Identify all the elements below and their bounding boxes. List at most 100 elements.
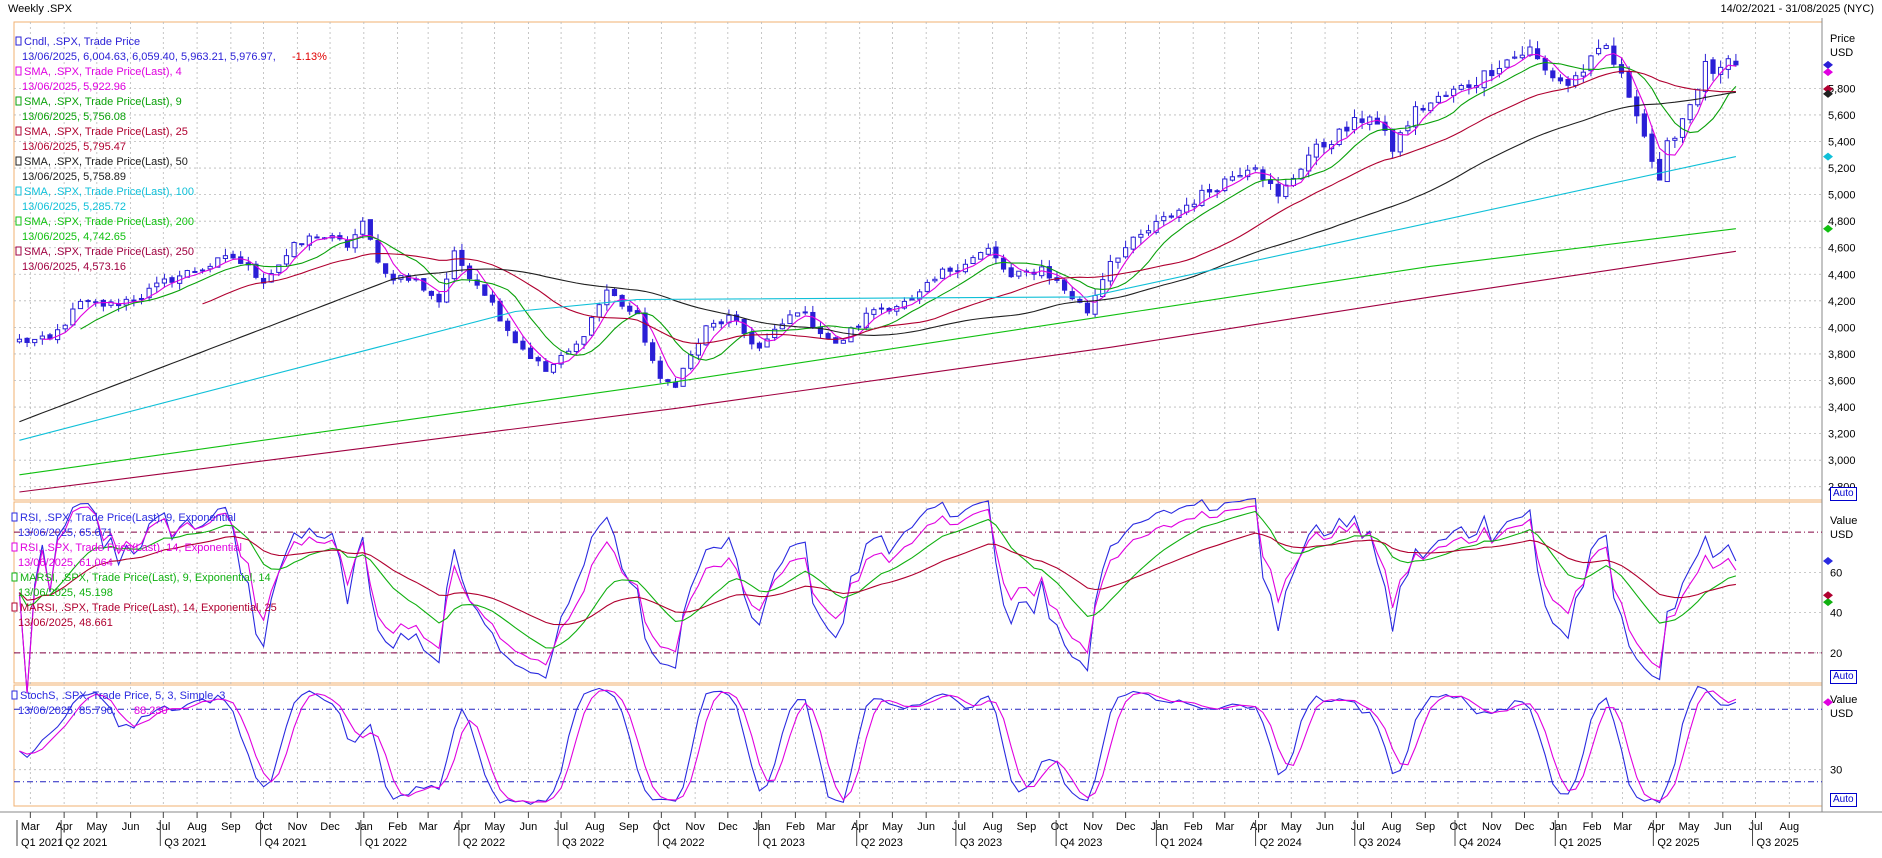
candle <box>1351 109 1358 134</box>
candle-body <box>1443 94 1449 97</box>
sma-200-line <box>19 228 1736 476</box>
candle <box>794 312 801 317</box>
candle <box>1504 58 1510 68</box>
month-label: Dec <box>1515 821 1535 833</box>
candle-body <box>1283 184 1289 198</box>
candle <box>711 319 717 331</box>
price-legend-swatch <box>15 126 22 136</box>
candle-body <box>375 239 381 263</box>
month-label: Sep <box>221 821 241 833</box>
candle-body <box>543 361 549 372</box>
candle <box>1695 88 1701 108</box>
candle <box>24 337 30 348</box>
candle-body <box>466 265 473 280</box>
month-label: Nov <box>288 821 308 833</box>
candle-body <box>749 332 755 345</box>
price-tick-label: 5,400 <box>1828 137 1856 149</box>
candle <box>1420 104 1426 113</box>
month-label: Apr <box>453 821 470 833</box>
candle <box>1618 57 1625 78</box>
candle <box>169 275 175 288</box>
candle <box>1382 115 1388 136</box>
month-label: Jul <box>1748 821 1762 833</box>
candle-body <box>1657 158 1663 181</box>
rsi-legend-swatch <box>11 572 18 582</box>
candle <box>688 350 694 371</box>
candle <box>489 289 496 306</box>
candle-body <box>1420 108 1426 111</box>
candle-body <box>1710 59 1716 74</box>
candle-body <box>344 240 351 248</box>
marsi14-last-marker <box>1823 591 1833 600</box>
candle-body <box>993 246 999 259</box>
candle <box>466 263 473 283</box>
candle-body <box>1130 236 1136 250</box>
candle-body <box>711 322 717 328</box>
candle <box>573 340 579 356</box>
candle-body <box>1092 294 1098 315</box>
quarter-label: Q4 2022 <box>662 837 704 849</box>
candle-body <box>1664 140 1670 183</box>
candle-body <box>1595 47 1602 55</box>
sma25-last-marker <box>1823 84 1833 93</box>
rsi-auto-scale-button[interactable]: Auto <box>1830 670 1857 684</box>
candle <box>1229 171 1236 182</box>
candle-body <box>627 305 633 312</box>
rsi9-last-marker <box>1823 556 1833 565</box>
candle-body <box>299 243 305 246</box>
candle <box>207 263 213 273</box>
candle <box>657 356 663 384</box>
candle-body <box>878 307 885 310</box>
price-legend-value: 13/06/2025, 5,922.96 <box>22 81 126 93</box>
candle-body <box>1573 75 1579 86</box>
rsi-legend-label: MARSI, .SPX, Trade Price(Last), 14, Expo… <box>20 602 277 614</box>
candle <box>932 276 938 283</box>
candle <box>291 241 297 258</box>
candle-body <box>657 360 663 379</box>
stoch-auto-scale-button[interactable]: Auto <box>1830 793 1857 807</box>
candle <box>772 325 778 341</box>
price-tick-label: 4,600 <box>1828 243 1856 255</box>
month-label: Feb <box>388 821 407 833</box>
candle <box>1336 127 1342 147</box>
quarter-label: Q2 2025 <box>1657 837 1699 849</box>
sma-4-line <box>42 52 1736 380</box>
candle <box>428 290 434 300</box>
price-tick-label: 3,800 <box>1828 349 1856 361</box>
rsi-tick-label: 40 <box>1830 608 1842 620</box>
marsi-9-line <box>18 510 1737 649</box>
candle-body <box>1077 298 1083 303</box>
candle-body <box>650 342 656 361</box>
candle-body <box>1412 106 1419 128</box>
price-legend-value: 13/06/2025, 4,573.16 <box>22 261 126 273</box>
candle-body <box>840 339 846 344</box>
candle <box>215 257 221 268</box>
price-legend-value: 13/06/2025, 4,742.65 <box>22 231 126 243</box>
month-label: Sep <box>1017 821 1037 833</box>
month-label: May <box>882 821 903 833</box>
candle <box>535 355 541 367</box>
candle-body <box>169 277 175 283</box>
candle-body <box>276 264 282 273</box>
candle-body <box>856 325 862 328</box>
price-auto-scale-button[interactable]: Auto <box>1830 487 1857 501</box>
candle-body <box>146 287 152 299</box>
candle-body <box>794 312 801 317</box>
price-legend-swatch <box>15 66 22 76</box>
candle <box>1672 136 1678 149</box>
candle-body <box>199 269 206 272</box>
candle <box>550 363 557 375</box>
candle <box>1550 67 1556 82</box>
month-label: Jul <box>554 821 568 833</box>
price-legend-label: SMA, .SPX, Trade Price(Last), 200 <box>24 216 194 228</box>
month-label: Jul <box>156 821 170 833</box>
candle <box>360 217 366 239</box>
candle-body <box>512 331 518 344</box>
month-label: Jun <box>917 821 935 833</box>
quarter-label: Q1 2025 <box>1559 837 1601 849</box>
candle <box>749 327 755 350</box>
candle-body <box>611 288 618 297</box>
candle-body <box>1000 257 1007 270</box>
candle-body <box>207 265 213 270</box>
